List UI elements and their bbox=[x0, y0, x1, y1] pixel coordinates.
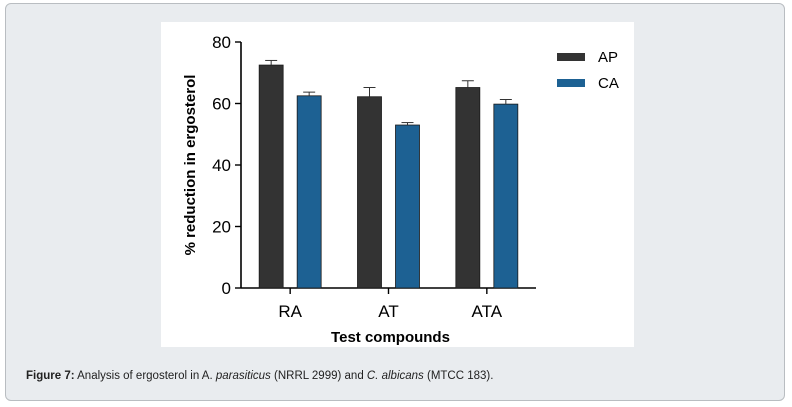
y-axis-title: % reduction in ergosterol bbox=[182, 75, 199, 256]
x-axis-title: Test compounds bbox=[331, 329, 450, 346]
figure-card: 0 20 40 60 80% reduction in ergosterol RA AT AT… bbox=[5, 3, 785, 401]
bar bbox=[258, 64, 284, 289]
bar bbox=[455, 87, 481, 289]
y-tick-label: 0 bbox=[222, 279, 231, 298]
chart-panel: 0 20 40 60 80% reduction in ergosterol RA AT AT… bbox=[161, 22, 634, 347]
y-tick-label: 60 bbox=[212, 95, 231, 114]
x-tick-label: RA bbox=[278, 302, 302, 321]
caption-text-1: Analysis of ergosterol in A. bbox=[74, 370, 216, 382]
bar bbox=[493, 103, 519, 289]
caption-species-1: parasiticus bbox=[215, 370, 271, 382]
bar bbox=[296, 95, 322, 289]
y-tick-label: 80 bbox=[212, 33, 231, 52]
x-tick-label: AT bbox=[378, 302, 398, 321]
caption-species-2: C. albicans bbox=[366, 370, 424, 382]
legend-swatch bbox=[557, 79, 585, 87]
y-tick-label: 20 bbox=[212, 218, 231, 237]
figure-caption: Figure 7: Analysis of ergosterol in A. p… bbox=[26, 370, 493, 382]
bar bbox=[395, 124, 420, 289]
legend-label: AP bbox=[598, 49, 618, 66]
caption-label: Figure 7: bbox=[26, 370, 75, 382]
y-tick-label: 40 bbox=[212, 156, 231, 175]
legend-label: CA bbox=[598, 75, 619, 92]
x-tick-label: ATA bbox=[472, 302, 503, 321]
caption-text-2: (NRRL 2999) and bbox=[270, 370, 367, 382]
bar bbox=[357, 96, 382, 289]
legend-swatch bbox=[557, 53, 585, 61]
caption-text-3: (MTCC 183). bbox=[423, 370, 494, 382]
